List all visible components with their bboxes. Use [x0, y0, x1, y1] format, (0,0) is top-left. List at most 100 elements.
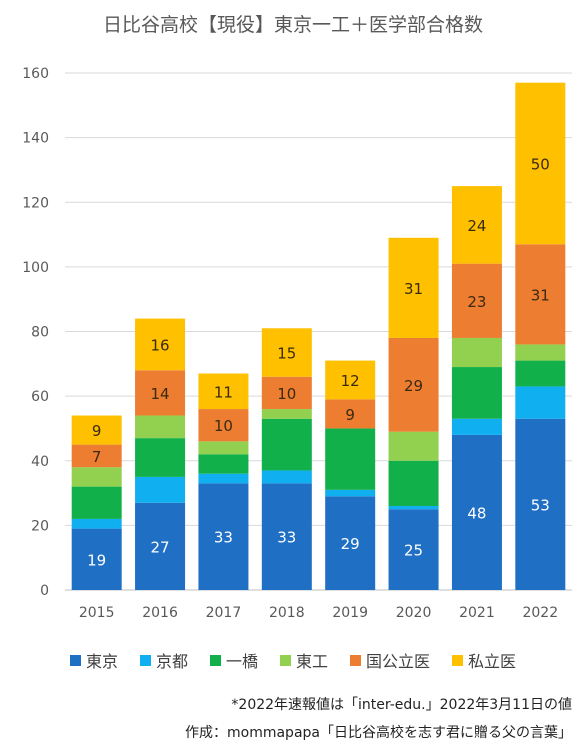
bar-series — [71, 82, 566, 590]
x-tick-label: 2021 — [459, 605, 495, 621]
legend-label: 東京 — [85, 652, 118, 671]
x-tick-label: 2022 — [522, 605, 558, 621]
data-label: 33 — [277, 529, 296, 547]
data-label: 25 — [404, 542, 423, 560]
data-label: 23 — [467, 293, 486, 311]
bar-segment — [261, 328, 312, 377]
legend-item: 一橋 — [209, 648, 258, 672]
legend-swatch — [280, 654, 291, 666]
bar-segment — [515, 360, 566, 387]
legend-item: 私立医 — [452, 648, 516, 672]
data-label: 7 — [92, 448, 102, 466]
bar-segment — [515, 344, 566, 361]
bar-segment — [388, 237, 439, 338]
data-label: 10 — [277, 385, 296, 403]
data-label: 27 — [151, 538, 170, 556]
bar-segment — [515, 418, 566, 590]
bar-segment — [135, 476, 186, 503]
y-tick-label: 100 — [22, 260, 49, 276]
legend-swatch — [350, 654, 362, 666]
legend-item: 国公立医 — [350, 648, 430, 672]
chart-title: 日比谷高校【現役】東京一工＋医学部合格数 — [102, 14, 483, 36]
bar-segment — [515, 244, 566, 345]
bar-segment — [135, 415, 186, 439]
legend-item: 東京 — [69, 648, 118, 672]
stacked-bar-chart: 19 7 9 27 14 16 33 10 11 33 10 15 29 9 12 25 29 31 48 23 24 5… — [22, 66, 572, 621]
bar-segment — [71, 518, 122, 529]
data-labels: 19 7 9 27 14 16 33 10 11 33 10 15 29 9 12 25 29 31 48 23 24 5… — [87, 155, 550, 569]
x-tick-label: 2017 — [206, 605, 242, 621]
data-label: 14 — [151, 385, 170, 403]
bar-segment — [451, 186, 502, 264]
data-label: 12 — [341, 372, 360, 390]
bar-segment — [198, 441, 249, 455]
legend: 東京 京都 一橋 東工 国公立医 私立医 — [0, 648, 586, 672]
y-tick-label: 0 — [40, 583, 49, 599]
y-tick-label: 20 — [31, 518, 49, 534]
data-label: 16 — [151, 336, 170, 354]
bar-segment — [388, 460, 439, 506]
bar-segment — [388, 337, 439, 432]
bar-segment — [451, 263, 502, 338]
bar-segment — [261, 409, 312, 419]
data-label: 31 — [531, 286, 550, 304]
legend-label: 私立医 — [468, 652, 517, 671]
bar-segment — [388, 431, 439, 461]
bar-segment — [135, 318, 186, 371]
x-tick-label: 2018 — [269, 605, 305, 621]
source-note: *2022年速報値は「inter-edu.」2022年3月11日の値 — [231, 697, 572, 713]
data-label: 50 — [531, 155, 550, 173]
legend-item: 東工 — [280, 648, 328, 672]
data-label: 19 — [87, 551, 106, 569]
data-label: 29 — [404, 377, 423, 395]
y-tick-label: 140 — [22, 131, 49, 147]
bar-segment — [71, 486, 122, 519]
legend-swatch — [209, 654, 221, 666]
bar-segment — [451, 337, 502, 368]
data-label: 10 — [214, 417, 233, 435]
bar-segment — [198, 454, 249, 474]
bar-segment — [388, 505, 439, 510]
bar-segment — [451, 418, 502, 435]
bar-segment — [135, 370, 186, 416]
bar-segment — [198, 473, 249, 484]
x-tick-label: 2019 — [332, 605, 368, 621]
data-label: 33 — [214, 529, 233, 547]
legend-swatch — [452, 654, 464, 666]
bar-segment — [261, 470, 312, 484]
data-label: 9 — [345, 406, 355, 424]
bar-segment — [71, 415, 122, 445]
legend-item: 京都 — [139, 648, 188, 672]
data-label: 53 — [531, 496, 550, 514]
legend-swatch — [139, 654, 151, 666]
data-label: 15 — [277, 345, 296, 363]
x-tick-label: 2016 — [142, 605, 178, 621]
bar-segment — [325, 360, 376, 400]
bar-segment — [71, 467, 122, 487]
bar-segment — [451, 434, 502, 590]
y-tick-label: 160 — [22, 66, 49, 82]
data-label: 31 — [404, 280, 423, 298]
bar-segment — [71, 444, 122, 468]
bar-segment — [388, 509, 439, 590]
legend-label: 東工 — [296, 652, 329, 671]
legend-swatch — [69, 654, 81, 666]
bar-segment — [261, 376, 312, 410]
axes: 0 20 40 60 80 100 120 140 160 2015 2016 2017 2018 201… — [22, 66, 558, 621]
legend-label: 一橋 — [225, 652, 258, 671]
bar-segment — [261, 418, 312, 471]
data-label: 11 — [214, 383, 233, 401]
bar-segment — [135, 438, 186, 477]
legend-label: 国公立医 — [366, 652, 431, 671]
bar-segment — [135, 502, 186, 590]
bar-segment — [198, 483, 249, 590]
bar-segment — [515, 82, 566, 245]
bar-segment — [325, 399, 376, 429]
y-tick-label: 40 — [31, 454, 49, 470]
bar-segment — [325, 489, 376, 497]
bar-segment — [325, 428, 376, 490]
bar-segment — [515, 386, 566, 419]
data-label: 24 — [467, 217, 486, 235]
legend-label: 京都 — [155, 652, 188, 671]
credit-note: 作成：mommapapa「日比谷高校を志す君に贈る父の言葉」 — [185, 725, 572, 741]
